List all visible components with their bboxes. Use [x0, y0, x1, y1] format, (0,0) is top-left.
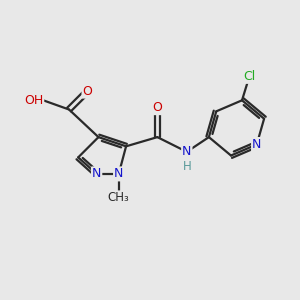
Text: O: O	[152, 101, 162, 114]
Text: H: H	[182, 160, 191, 173]
Text: OH: OH	[24, 94, 43, 107]
Text: N: N	[182, 145, 191, 158]
Text: N: N	[252, 138, 261, 151]
Text: O: O	[82, 85, 92, 98]
Text: CH₃: CH₃	[108, 191, 130, 204]
Text: Cl: Cl	[243, 70, 256, 83]
Text: N: N	[114, 167, 123, 180]
Text: N: N	[92, 167, 101, 180]
